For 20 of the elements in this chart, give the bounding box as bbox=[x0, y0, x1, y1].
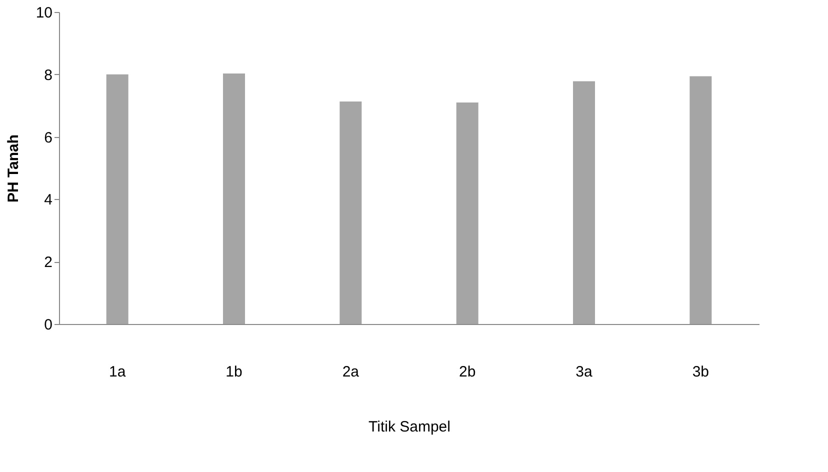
x-tick-label: 2b bbox=[458, 364, 476, 380]
y-tick-label: 10 bbox=[36, 4, 52, 22]
x-tick-label: 3a bbox=[576, 364, 593, 380]
y-tick-label: 6 bbox=[44, 129, 52, 146]
x-tick-label: 2a bbox=[342, 364, 360, 380]
y-axis-title: PH Tanah bbox=[4, 134, 22, 203]
y-tick-label: 4 bbox=[44, 192, 52, 209]
x-tick-label: 3b bbox=[692, 364, 710, 380]
bar bbox=[690, 76, 712, 324]
x-axis-title: Titik Sampel bbox=[368, 418, 450, 436]
x-tick-label: 1a bbox=[108, 364, 126, 380]
bar bbox=[106, 74, 128, 324]
y-tick-label: 2 bbox=[44, 254, 52, 272]
bar bbox=[340, 102, 362, 324]
bar bbox=[223, 73, 245, 324]
bar bbox=[573, 81, 595, 324]
x-tick-label: 1b bbox=[226, 364, 242, 380]
y-tick-label: 8 bbox=[44, 66, 52, 84]
y-tick-label: 0 bbox=[44, 316, 52, 334]
bar bbox=[456, 102, 478, 324]
